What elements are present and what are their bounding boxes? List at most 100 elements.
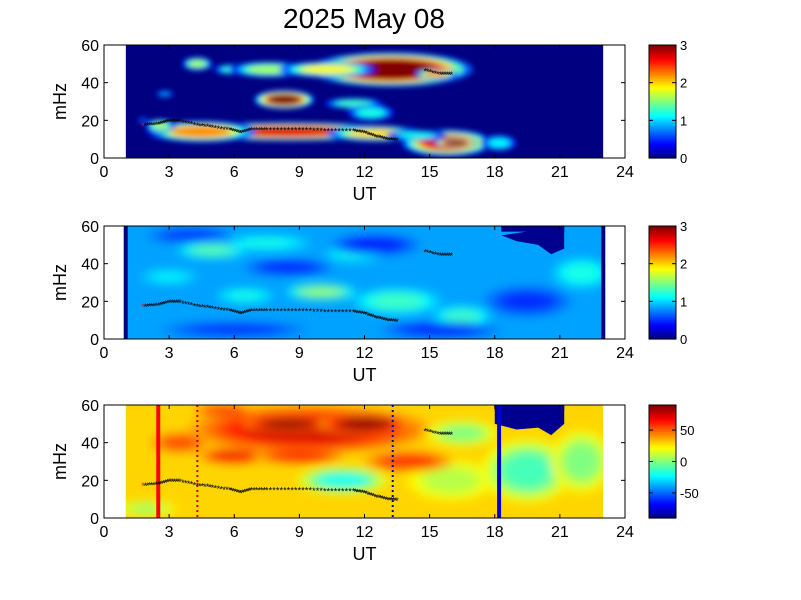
- ridge-point: *: [184, 118, 188, 128]
- colorbar-segment: [649, 124, 676, 127]
- heatmap-blob: [225, 126, 352, 137]
- ridge-point: *: [375, 314, 379, 324]
- ridge-point: *: [178, 298, 182, 308]
- colorbar-segment: [649, 67, 676, 71]
- colorbar-segment: [649, 133, 676, 136]
- colorbar-segment: [649, 323, 676, 326]
- ridge-point: *: [190, 480, 194, 490]
- ridge-point: *: [365, 489, 369, 499]
- ridge-point: *: [198, 121, 202, 131]
- ridge-point: *: [341, 308, 345, 318]
- ridge-point: *: [383, 316, 387, 326]
- ridge-point: *: [305, 126, 309, 136]
- colorbar-segment: [649, 422, 676, 426]
- colorbar-segment: [649, 57, 676, 60]
- ridge-point: *: [436, 251, 440, 261]
- ridge-point: *: [243, 309, 247, 319]
- colorbar-frame: [648, 44, 677, 159]
- heatmap-blob: [192, 246, 233, 255]
- heatmap-blob: [152, 272, 186, 282]
- colorbar-tick-label: 50: [680, 423, 694, 438]
- ridge-point: *: [370, 491, 374, 501]
- colorbar-segment: [649, 491, 676, 494]
- edge-bar: [123, 226, 128, 339]
- ridge-point: *: [225, 306, 229, 316]
- y-tick-label: 60: [81, 38, 99, 55]
- colorbar-segment: [649, 256, 676, 259]
- colorbar-segment: [649, 227, 676, 231]
- heatmap-blob: [489, 138, 509, 148]
- edge-bar: [601, 226, 606, 339]
- colorbar-segment: [649, 136, 676, 140]
- heatmap-blob: [337, 100, 371, 107]
- y-axis-label: mHz: [50, 443, 70, 480]
- colorbar: 50 0 -50: [648, 404, 699, 519]
- ridge-point: *: [448, 251, 452, 261]
- ridge-point: *: [372, 313, 376, 323]
- colorbar-segment: [649, 477, 676, 480]
- ridge-point: *: [330, 487, 334, 497]
- heatmap-blob: [130, 504, 164, 513]
- ridge-point: *: [308, 307, 312, 317]
- colorbar-segment: [649, 282, 676, 285]
- colorbar-segment: [649, 500, 676, 503]
- ridge-point: *: [359, 309, 363, 319]
- ridge-point: *: [375, 133, 379, 143]
- colorbar-segment: [649, 331, 676, 335]
- ridge-point: *: [201, 482, 205, 492]
- ridge-point: *: [312, 126, 316, 136]
- x-tick-label: 15: [421, 524, 439, 541]
- colorbar-segment: [649, 463, 676, 466]
- ridge-point: *: [383, 135, 387, 145]
- ridge-point: *: [368, 311, 372, 321]
- ridge-point: *: [211, 304, 215, 314]
- ridge-point: *: [235, 128, 239, 138]
- ridge-point: *: [173, 298, 177, 308]
- ridge-point: *: [352, 127, 356, 137]
- ridge-point: *: [269, 307, 273, 317]
- heatmap-field: [125, 405, 604, 518]
- ridge-point: *: [439, 251, 443, 261]
- ridge-point: *: [260, 307, 264, 317]
- ridge-point: *: [301, 486, 305, 496]
- colorbar-segment: [649, 270, 676, 273]
- ridge-point: *: [169, 298, 173, 308]
- heatmap-blob: [502, 292, 553, 310]
- colorbar-segment: [649, 505, 676, 509]
- ridge-point: *: [255, 126, 259, 136]
- ridge-point: *: [158, 120, 162, 130]
- ridge-point: *: [203, 122, 207, 132]
- colorbar-segment: [649, 426, 676, 429]
- colorbar-segment: [649, 287, 676, 291]
- ridge-point: *: [152, 480, 156, 490]
- ridge-point: *: [386, 316, 390, 326]
- colorbar-segment: [649, 510, 676, 514]
- ridge-point: *: [429, 428, 433, 438]
- ridge-point: *: [392, 317, 396, 327]
- ridge-point: *: [341, 127, 345, 137]
- ridge-point: *: [316, 486, 320, 496]
- colorbar-segment: [649, 75, 676, 78]
- ridge-point: *: [450, 70, 454, 80]
- ridge-point: *: [446, 430, 450, 440]
- colorbar-tick-label: 3: [680, 38, 687, 53]
- ridge-point: *: [166, 118, 170, 128]
- ridge-point: *: [393, 136, 397, 146]
- ridge-point: *: [392, 496, 396, 506]
- colorbar-segment: [649, 300, 676, 303]
- ridge-point: *: [257, 486, 261, 496]
- ridge-point: *: [450, 251, 454, 261]
- colorbar-segment: [649, 105, 676, 108]
- x-tick-label: 9: [295, 164, 304, 181]
- ridge-point: *: [283, 307, 287, 317]
- x-tick-label: 21: [551, 524, 569, 541]
- colorbar-segment: [649, 324, 676, 328]
- ridge-point: *: [232, 127, 236, 137]
- ridge-point: *: [280, 126, 284, 136]
- colorbar-frame: [648, 225, 677, 340]
- colorbar-segment: [649, 305, 676, 308]
- ridge-point: *: [424, 426, 428, 436]
- ridge-point: *: [175, 477, 179, 487]
- ridge-point: *: [167, 298, 171, 308]
- colorbar-segment: [649, 440, 676, 443]
